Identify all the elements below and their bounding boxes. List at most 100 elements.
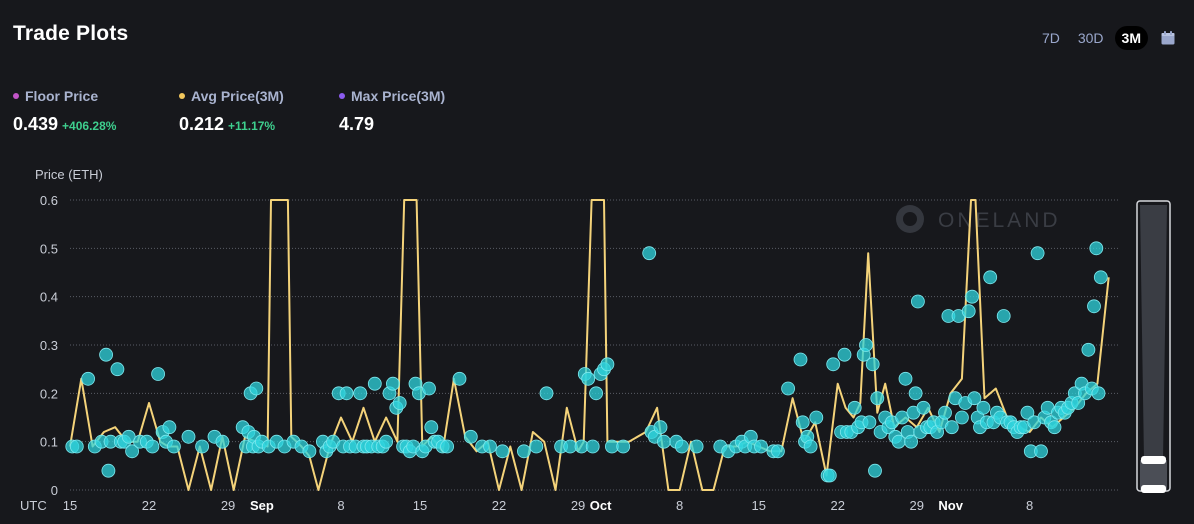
trade-point[interactable] bbox=[795, 415, 810, 430]
trade-point[interactable] bbox=[215, 434, 230, 449]
trade-point[interactable] bbox=[868, 463, 882, 478]
calendar-icon[interactable] bbox=[1160, 30, 1176, 46]
tab-7d[interactable]: 7D bbox=[1041, 30, 1060, 46]
trade-point[interactable] bbox=[302, 444, 317, 459]
trade-point[interactable] bbox=[101, 463, 116, 478]
trade-point[interactable] bbox=[339, 386, 354, 401]
trade-point[interactable] bbox=[809, 410, 824, 425]
trade-point[interactable] bbox=[452, 371, 467, 386]
trade-point[interactable] bbox=[955, 410, 969, 425]
trade-point[interactable] bbox=[944, 420, 959, 435]
avg-price-label-text: Avg Price(3M) bbox=[191, 88, 284, 104]
trade-point[interactable] bbox=[653, 420, 668, 435]
trade-point[interactable] bbox=[181, 429, 196, 444]
max-price-dot-icon bbox=[339, 93, 345, 99]
trade-point[interactable] bbox=[424, 420, 439, 435]
trade-point[interactable] bbox=[1089, 241, 1104, 256]
x-tick-label: 29 bbox=[221, 498, 235, 513]
tab-30d[interactable]: 30D bbox=[1077, 30, 1104, 46]
trade-point[interactable] bbox=[1034, 444, 1048, 459]
trade-point[interactable] bbox=[904, 434, 918, 449]
trade-point[interactable] bbox=[938, 405, 952, 420]
trade-point[interactable] bbox=[771, 444, 785, 459]
trade-point[interactable] bbox=[1093, 270, 1108, 285]
trade-point[interactable] bbox=[1081, 342, 1096, 357]
floor-price-change: +406.28% bbox=[62, 119, 117, 133]
trade-point[interactable] bbox=[898, 371, 913, 386]
trade-point[interactable] bbox=[99, 347, 113, 362]
trade-point[interactable] bbox=[870, 391, 885, 406]
trade-point[interactable] bbox=[69, 439, 84, 454]
trade-point[interactable] bbox=[826, 357, 841, 372]
trade-point[interactable] bbox=[589, 386, 603, 401]
avg-price-value: 0.212 bbox=[179, 114, 225, 134]
trade-point[interactable] bbox=[865, 357, 880, 372]
range-handle-bottom[interactable] bbox=[1141, 485, 1166, 493]
trade-point[interactable] bbox=[965, 289, 979, 304]
trade-point[interactable] bbox=[81, 371, 95, 386]
trade-point[interactable] bbox=[967, 391, 982, 406]
trade-point[interactable] bbox=[195, 439, 210, 454]
trade-point[interactable] bbox=[385, 376, 400, 391]
trade-point[interactable] bbox=[916, 400, 931, 415]
trade-point[interactable] bbox=[529, 439, 544, 454]
tab-3m[interactable]: 3M bbox=[1114, 26, 1148, 50]
trade-point[interactable] bbox=[162, 420, 177, 435]
trade-point[interactable] bbox=[249, 381, 264, 396]
trade-point[interactable] bbox=[754, 439, 768, 454]
trade-point[interactable] bbox=[367, 376, 382, 391]
y-tick-label: 0.3 bbox=[40, 338, 58, 353]
trade-point[interactable] bbox=[657, 434, 671, 449]
trade-point[interactable] bbox=[463, 429, 478, 444]
floor-price-label-text: Floor Price bbox=[25, 88, 99, 104]
range-tabs: 7D 30D 3M bbox=[1035, 26, 1176, 50]
trade-point[interactable] bbox=[976, 400, 991, 415]
trade-point[interactable] bbox=[862, 415, 877, 430]
trade-point[interactable] bbox=[110, 362, 125, 377]
trade-point[interactable] bbox=[847, 400, 862, 415]
trade-point[interactable] bbox=[793, 352, 808, 367]
trade-point[interactable] bbox=[600, 357, 615, 372]
trade-point[interactable] bbox=[911, 294, 925, 309]
trade-point[interactable] bbox=[1087, 299, 1101, 314]
range-handle-top[interactable] bbox=[1141, 456, 1166, 464]
trade-point[interactable] bbox=[379, 434, 394, 449]
trade-point[interactable] bbox=[353, 386, 368, 401]
max-price-label: Max Price(3M) bbox=[339, 88, 445, 104]
trade-point[interactable] bbox=[422, 381, 436, 396]
trade-point[interactable] bbox=[125, 444, 140, 459]
trade-point[interactable] bbox=[642, 246, 657, 261]
trade-point[interactable] bbox=[166, 439, 181, 454]
trade-point[interactable] bbox=[517, 444, 531, 459]
y-axis-title: Price (ETH) bbox=[35, 167, 103, 182]
trade-point[interactable] bbox=[539, 386, 554, 401]
trade-point[interactable] bbox=[908, 386, 923, 401]
trade-point[interactable] bbox=[585, 439, 600, 454]
trade-point[interactable] bbox=[675, 439, 689, 454]
avg-price-dot-icon bbox=[179, 93, 185, 99]
trade-point[interactable] bbox=[859, 338, 873, 352]
trade-point[interactable] bbox=[1047, 420, 1062, 435]
range-scroller[interactable] bbox=[1136, 200, 1171, 493]
trade-point[interactable] bbox=[837, 347, 852, 362]
trade-point[interactable] bbox=[483, 439, 497, 454]
trade-point[interactable] bbox=[145, 439, 160, 454]
trade-point[interactable] bbox=[151, 367, 166, 381]
trade-point[interactable] bbox=[689, 439, 704, 454]
trade-point[interactable] bbox=[822, 468, 837, 483]
trade-point[interactable] bbox=[1071, 396, 1086, 410]
avg-price-label: Avg Price(3M) bbox=[179, 88, 284, 104]
trade-point[interactable] bbox=[1020, 405, 1035, 420]
trade-point[interactable] bbox=[581, 371, 596, 386]
trade-point[interactable] bbox=[781, 381, 795, 396]
trade-point[interactable] bbox=[996, 309, 1011, 323]
trade-point[interactable] bbox=[1030, 246, 1045, 261]
trade-point[interactable] bbox=[983, 270, 998, 285]
trade-point[interactable] bbox=[440, 439, 455, 454]
trade-point[interactable] bbox=[961, 304, 976, 319]
trade-point[interactable] bbox=[392, 396, 407, 410]
trade-point[interactable] bbox=[803, 439, 818, 454]
trade-point[interactable] bbox=[1091, 386, 1106, 401]
trade-point[interactable] bbox=[616, 439, 631, 454]
trade-point[interactable] bbox=[495, 444, 510, 459]
